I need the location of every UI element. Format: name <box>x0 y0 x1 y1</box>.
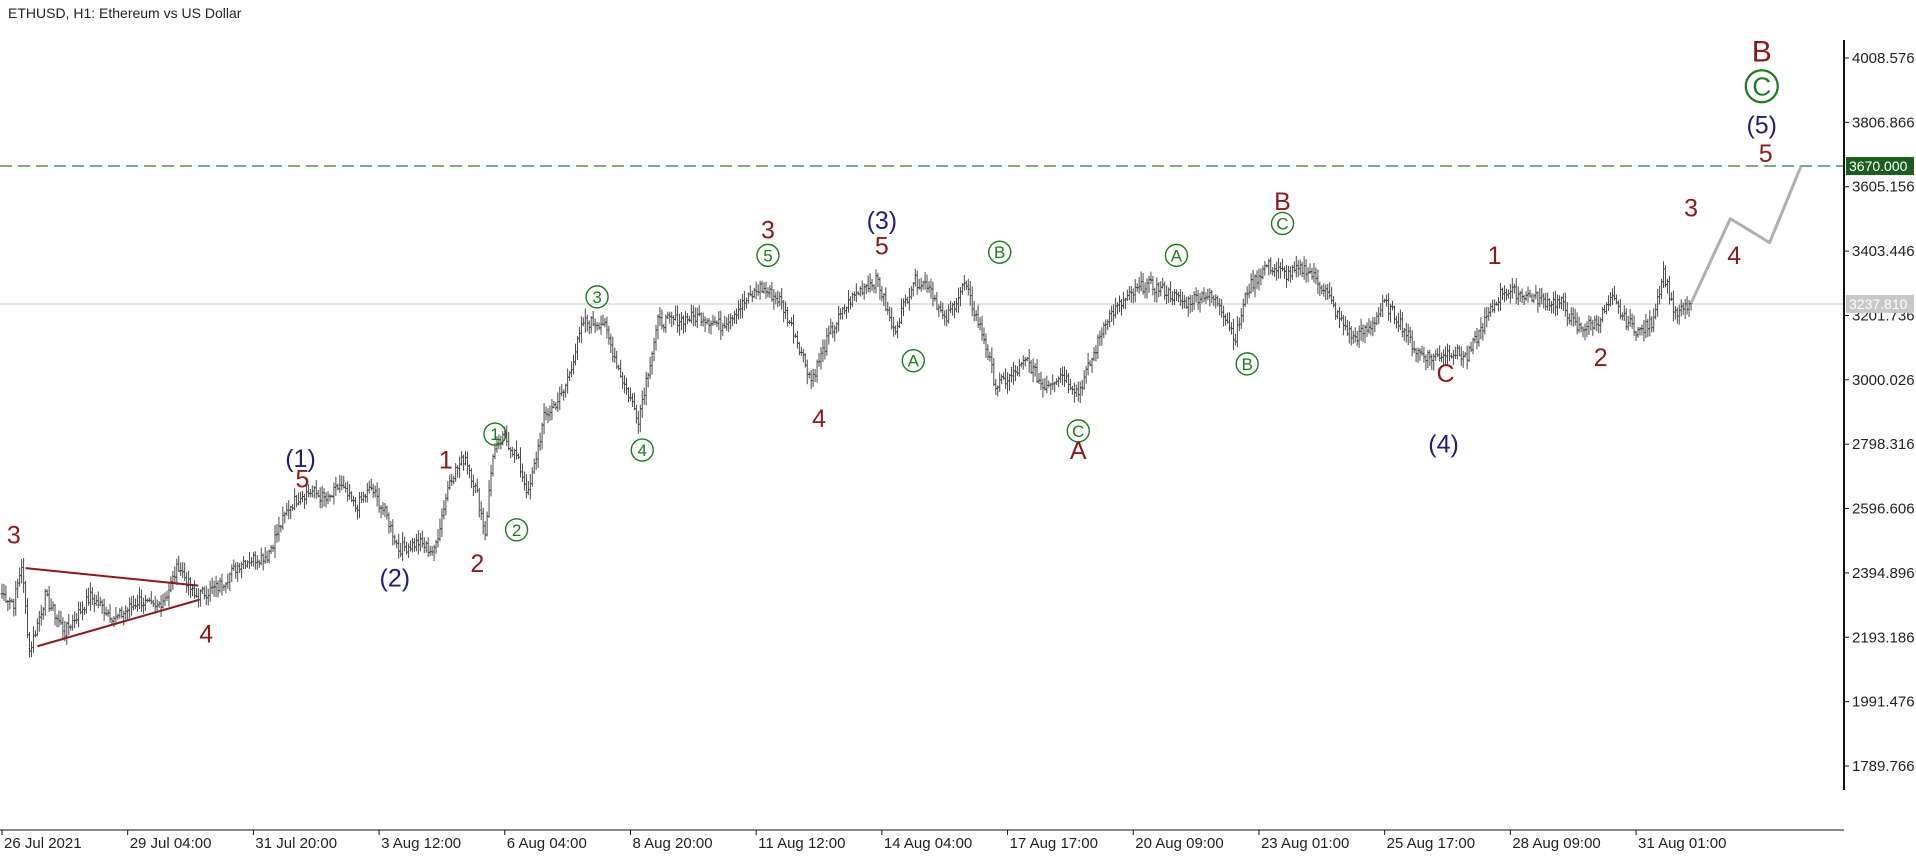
wave-label-circled: B <box>1235 352 1259 376</box>
wave-label-text: 5 <box>763 246 772 265</box>
wave-label: 2 <box>470 550 484 578</box>
wave-label-circled: 1 <box>483 422 507 446</box>
triangle-upper-line[interactable] <box>25 567 199 587</box>
chart-title: ETHUSD, H1: Ethereum vs US Dollar <box>8 5 242 21</box>
wave-label-circled: A <box>901 348 925 373</box>
wave-label: (4) <box>1428 430 1459 458</box>
x-tick-label: 8 Aug 20:00 <box>632 835 712 852</box>
x-tick-label: 29 Jul 04:00 <box>130 835 212 852</box>
current-price-tag: 3237.810 <box>1846 294 1914 313</box>
triangle-lower-line[interactable] <box>37 599 199 648</box>
wave-label-text: B <box>1242 355 1253 374</box>
wave-label: (1) <box>285 445 316 473</box>
x-tick-label: 31 Jul 20:00 <box>255 835 337 852</box>
x-tick-label: 28 Aug 09:00 <box>1512 835 1600 852</box>
wave-label: 3 <box>761 217 775 245</box>
wave-label-circle <box>585 285 609 309</box>
wave-label-circle <box>1066 419 1090 443</box>
forecast-path[interactable] <box>1689 165 1803 304</box>
wave-label-text: C <box>1752 71 1771 101</box>
y-tick-label: 2394.896 <box>1852 565 1915 582</box>
wave-label-text: B <box>994 243 1005 262</box>
wave-label: B <box>1274 188 1291 216</box>
wave-label: 3 <box>7 521 21 549</box>
wave-label: 1 <box>1488 242 1502 270</box>
wave-label-circled: C <box>1066 419 1090 443</box>
wave-label-circled: 5 <box>756 243 780 268</box>
x-tick-label: 11 Aug 12:00 <box>758 835 845 852</box>
wave-label-text: 4 <box>638 441 647 460</box>
wave-label-circle <box>756 243 780 268</box>
wave-label: 5 <box>1759 140 1773 168</box>
wave-label: 4 <box>812 405 826 433</box>
wave-label-circled: 3 <box>585 285 609 309</box>
wave-label: 1 <box>439 446 453 474</box>
wave-label-circle <box>901 348 925 373</box>
wave-label-circle <box>1235 352 1259 376</box>
x-tick-label: 26 Jul 2021 <box>4 835 82 852</box>
x-tick-label: 17 Aug 17:00 <box>1010 835 1098 852</box>
wave-label: 4 <box>199 620 213 648</box>
x-tick-label: 31 Aug 01:00 <box>1638 835 1726 852</box>
x-tick-label: 20 Aug 09:00 <box>1135 835 1223 852</box>
wave-label: 3 <box>1684 194 1698 222</box>
wave-label: 4 <box>1727 242 1741 270</box>
wave-label: 5 <box>296 465 310 493</box>
wave-label-text: A <box>1171 246 1183 265</box>
y-tick-label: 2193.186 <box>1852 629 1915 646</box>
x-tick-label: 25 Aug 17:00 <box>1387 835 1475 852</box>
wave-label-circle <box>504 518 529 542</box>
current-price-tag-text: 3237.810 <box>1849 296 1908 312</box>
y-tick-label: 2596.606 <box>1852 501 1915 518</box>
x-tick-label: 6 Aug 04:00 <box>507 835 587 852</box>
y-tick-label: 1789.766 <box>1852 758 1915 775</box>
wave-label-text: C <box>1072 422 1084 441</box>
wave-label: 2 <box>1594 344 1608 372</box>
x-tick-label: 14 Aug 04:00 <box>884 835 972 852</box>
x-tick-label: 23 Aug 01:00 <box>1261 835 1349 852</box>
axes: 4008.5763806.8663605.1563403.4463201.736… <box>0 40 1915 852</box>
target-price-tag-text: 3670.000 <box>1849 158 1908 174</box>
wave-label: (3) <box>867 207 898 235</box>
x-tick-label: 3 Aug 12:00 <box>381 835 461 852</box>
wave-label-text: 3 <box>592 288 601 307</box>
wave-label-circled: B <box>988 240 1012 264</box>
wave-label-circled: C <box>1744 69 1779 104</box>
price-bars <box>0 255 1693 658</box>
y-tick-label: 3806.866 <box>1852 114 1915 131</box>
wave-label: B <box>1752 36 1772 69</box>
drawing-objects[interactable] <box>25 165 1803 648</box>
wave-label-circle <box>630 438 654 462</box>
wave-label: (2) <box>380 564 411 592</box>
wave-label: C <box>1437 360 1455 388</box>
wave-label-circle <box>1164 243 1189 268</box>
y-tick-label: 3403.446 <box>1852 243 1915 260</box>
wave-label-circle <box>1744 69 1779 104</box>
wave-label-circled: A <box>1164 243 1189 268</box>
wave-label: (5) <box>1746 111 1777 139</box>
wave-label-circle <box>1270 211 1295 236</box>
wave-label-circle <box>988 240 1012 264</box>
wave-label-text: 2 <box>512 521 521 540</box>
wave-label-text: 1 <box>490 425 499 444</box>
wave-label-circled: C <box>1270 211 1295 236</box>
wave-label-circled: 4 <box>630 438 654 462</box>
y-tick-label: 2798.316 <box>1852 436 1915 453</box>
wave-label-text: C <box>1276 214 1288 233</box>
wave-label: 5 <box>875 233 889 261</box>
y-tick-label: 4008.576 <box>1852 50 1915 67</box>
y-tick-label: 3605.156 <box>1852 179 1915 196</box>
wave-label-circle <box>483 422 507 446</box>
wave-labels: 34(1)5(2)121234354(3)5ABCAABBCC(4)12345(… <box>7 36 1779 648</box>
y-tick-label: 3000.026 <box>1852 372 1915 389</box>
reference-lines <box>0 165 1844 305</box>
target-price-tag: 3670.000 <box>1846 157 1914 176</box>
y-tick-label: 1991.476 <box>1852 694 1915 711</box>
wave-label-circled: 2 <box>504 518 529 542</box>
wave-label-text: A <box>908 352 920 371</box>
wave-label: A <box>1070 437 1087 465</box>
